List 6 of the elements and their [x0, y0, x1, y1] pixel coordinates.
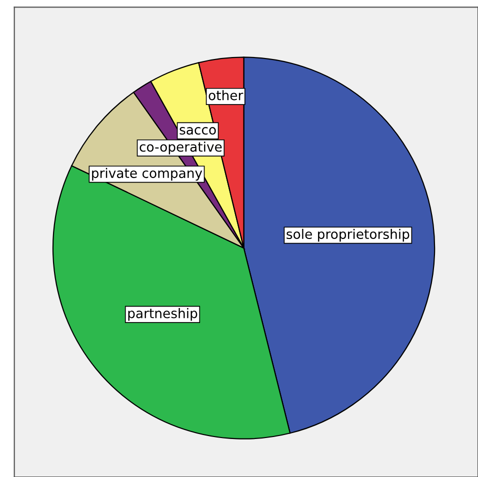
slice-label: other — [208, 90, 244, 100]
slice-label: private company — [92, 168, 202, 181]
legend-label: co-operative — [140, 142, 222, 154]
slice-label: sole proprietorship — [286, 228, 410, 242]
slice-label: partneship — [128, 308, 198, 321]
slice-label: sacco — [180, 127, 216, 135]
